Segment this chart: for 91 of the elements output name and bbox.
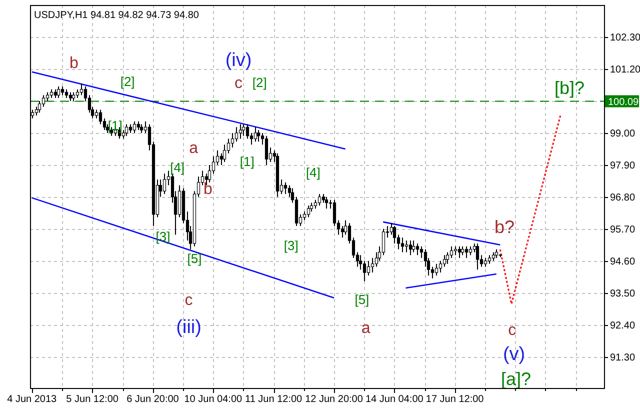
annotation: (iv)	[225, 50, 252, 71]
candlestick	[358, 254, 362, 270]
candlestick	[458, 246, 462, 259]
annotation: [b]?	[554, 78, 585, 98]
candlestick	[400, 237, 404, 253]
y-tick-label: 95.70	[610, 224, 636, 236]
candlestick	[80, 83, 84, 96]
candlestick	[220, 152, 224, 166]
annotation: [3]	[284, 238, 298, 253]
y-tick-label: 93.50	[610, 288, 636, 300]
annotation: [3]	[156, 229, 170, 244]
annotation: [4]	[170, 160, 185, 175]
candlestick	[318, 194, 322, 206]
candlestick	[242, 124, 246, 136]
y-tick-label: 102.30	[610, 32, 640, 44]
x-tick-label: 5 Jun 12:00	[66, 394, 119, 405]
candlestick	[254, 126, 258, 142]
y-tick-label: 101.20	[610, 64, 640, 76]
x-tick-label: 11 Jun 12:00	[245, 394, 303, 405]
annotation: [5]	[187, 251, 202, 266]
candlestick	[340, 226, 344, 238]
candlestick	[446, 252, 450, 264]
candlestick	[420, 246, 424, 259]
annotation: [1]	[240, 154, 254, 169]
y-tick-label: 94.60	[610, 256, 636, 268]
annotation: (v)	[502, 344, 526, 365]
candlestick	[208, 164, 212, 183]
candlestick	[438, 260, 442, 274]
candlestick	[392, 226, 396, 244]
y-tick-label: 99.00	[610, 128, 636, 140]
annotation: c	[234, 75, 243, 92]
annotation: (iii)	[176, 317, 202, 338]
annotation: b	[203, 181, 212, 198]
candlestick	[412, 240, 416, 253]
candlestick	[98, 109, 102, 125]
candlestick	[264, 135, 268, 166]
candlestick	[246, 124, 250, 140]
x-tick-label: 4 Jun 2013	[7, 394, 58, 405]
candlestick	[362, 260, 366, 282]
y-tick-label: 96.80	[610, 192, 636, 204]
candlestick	[230, 132, 234, 148]
candlestick	[476, 242, 480, 270]
x-tick-label: 12 Jun 20:00	[305, 394, 364, 405]
candlestick	[294, 196, 298, 227]
annotation: b?	[494, 217, 515, 237]
candlestick	[324, 196, 328, 210]
text: USDJPY,H1 94.81 94.82 94.73 94.80	[34, 10, 200, 21]
annotation: [5]	[354, 292, 370, 307]
candlestick	[366, 260, 370, 276]
candlestick	[238, 124, 242, 140]
annotation: [2]	[252, 75, 267, 90]
y-tick-label: 97.90	[610, 160, 636, 172]
annotation: a	[189, 140, 198, 157]
annotation: c	[508, 322, 516, 339]
candlestick	[450, 246, 454, 259]
candlestick	[222, 144, 226, 163]
candlestick	[382, 228, 386, 256]
candlestick	[132, 120, 136, 134]
annotation: b	[70, 55, 79, 72]
candlestick	[284, 182, 288, 195]
ref-line-label: 100.09	[608, 96, 640, 108]
x-tick-label: 17 Jun 12:00	[426, 394, 484, 405]
candlestick	[38, 100, 42, 114]
candlestick	[390, 222, 394, 236]
candlestick	[56, 86, 60, 99]
annotation: [4]	[306, 165, 320, 180]
candlestick	[178, 184, 182, 218]
candlestick	[332, 199, 336, 227]
annotation: [a]?	[500, 369, 531, 389]
candlestick	[124, 124, 128, 136]
annotation: [1]	[108, 118, 122, 133]
candlestick	[464, 246, 468, 259]
annotation: c	[184, 292, 193, 309]
candlestick	[42, 94, 46, 108]
x-tick-label: 14 Jun 04:00	[366, 394, 424, 405]
y-tick-label: 92.40	[610, 320, 636, 332]
candlestick	[234, 126, 238, 142]
candlestick	[370, 258, 374, 274]
candlestick	[434, 263, 438, 276]
annotation: [2]	[120, 74, 135, 89]
candlestick	[408, 240, 412, 256]
x-tick-label: 6 Jun 20:00	[126, 394, 180, 405]
candlestick	[256, 130, 260, 142]
y-tick-label: 91.30	[610, 352, 636, 364]
x-tick-label: 10 Jun 04:00	[184, 394, 243, 405]
candlestick	[162, 173, 166, 195]
candlestick	[306, 205, 310, 218]
annotation: a	[361, 320, 370, 337]
candlestick	[416, 242, 420, 256]
candlestick	[442, 254, 446, 268]
candlestick	[404, 240, 408, 253]
